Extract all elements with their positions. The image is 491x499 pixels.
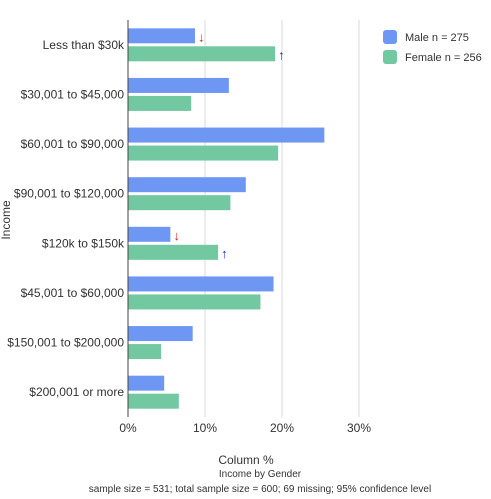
bar bbox=[128, 145, 279, 161]
category-label: $150,001 to $200,000 bbox=[7, 336, 124, 350]
significance-arrows: ↓ ↑ ↓ ↑ bbox=[173, 29, 284, 261]
bar bbox=[128, 127, 325, 143]
bar bbox=[128, 393, 179, 409]
bar bbox=[128, 77, 229, 93]
category-label: $120k to $150k bbox=[42, 236, 125, 250]
bar bbox=[128, 244, 219, 260]
legend-label: Female n = 256 bbox=[405, 52, 482, 64]
bar bbox=[128, 46, 276, 62]
y-axis-title: Income bbox=[0, 200, 13, 240]
bar bbox=[128, 344, 162, 360]
bar bbox=[128, 294, 261, 310]
significance-arrow: ↑ bbox=[278, 47, 285, 62]
footer-note: sample size = 531; total sample size = 6… bbox=[89, 484, 431, 495]
category-label: $60,001 to $90,000 bbox=[21, 137, 125, 151]
bars bbox=[128, 28, 325, 409]
category-label: $45,001 to $60,000 bbox=[21, 286, 125, 300]
bar bbox=[128, 195, 231, 211]
significance-arrow: ↑ bbox=[221, 246, 228, 261]
category-label: Less than $30k bbox=[43, 38, 125, 52]
legend-swatch bbox=[383, 30, 397, 44]
bar bbox=[128, 28, 195, 44]
legend: Male n = 275 Female n = 256 bbox=[383, 30, 482, 64]
bar bbox=[128, 375, 165, 391]
significance-arrow: ↓ bbox=[198, 29, 205, 44]
x-tick-label: 10% bbox=[193, 421, 217, 435]
footer-title: Income by Gender bbox=[219, 469, 302, 480]
bar bbox=[128, 276, 274, 292]
x-tick-labels: 0% 10% 20% 30% bbox=[119, 421, 371, 435]
category-label: $30,001 to $45,000 bbox=[21, 87, 125, 101]
bar bbox=[128, 177, 246, 193]
category-labels: Less than $30k $30,001 to $45,000 $60,001 … bbox=[7, 38, 125, 399]
legend-label: Male n = 275 bbox=[405, 32, 469, 44]
bar bbox=[128, 226, 171, 242]
x-tick-label: 30% bbox=[347, 421, 371, 435]
significance-arrow: ↓ bbox=[173, 228, 180, 243]
legend-swatch bbox=[383, 50, 397, 64]
bar bbox=[128, 95, 192, 111]
category-label: $90,001 to $120,000 bbox=[14, 187, 124, 201]
x-tick-label: 20% bbox=[270, 421, 294, 435]
category-label: $200,001 or more bbox=[29, 385, 124, 399]
x-tick-label: 0% bbox=[119, 421, 137, 435]
bar bbox=[128, 326, 193, 342]
x-axis-title: Column % bbox=[218, 453, 274, 467]
